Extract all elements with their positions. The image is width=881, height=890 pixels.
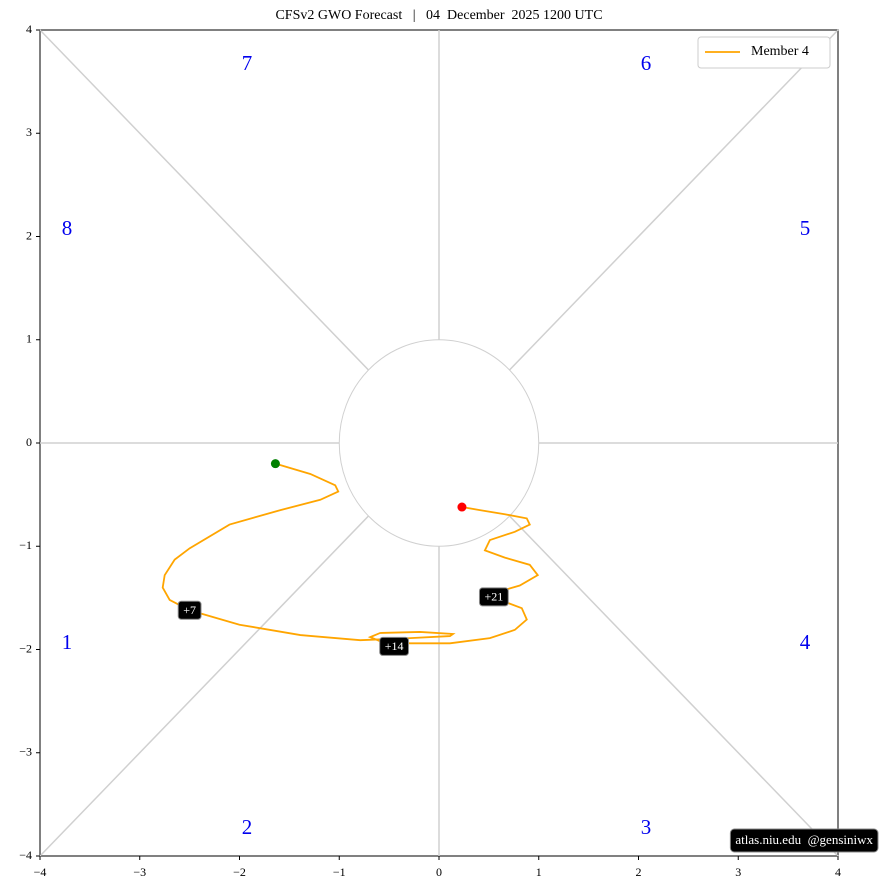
y-tick-label: −4 (19, 848, 32, 862)
phase-label: 3 (641, 815, 652, 839)
phase-label: 2 (242, 815, 253, 839)
phase-label: 5 (800, 216, 811, 240)
phase-label: 6 (641, 51, 652, 75)
x-tick-label: 3 (735, 865, 741, 879)
annotation-box (379, 636, 410, 656)
x-tick-label: 0 (436, 865, 442, 879)
unit-circle (338, 339, 540, 547)
y-tick-label: −1 (19, 538, 32, 552)
x-tick-label: −4 (34, 865, 47, 879)
y-tick-label: 2 (26, 228, 32, 242)
annotation-box (177, 600, 202, 620)
y-tick-label: 4 (26, 22, 32, 36)
phase-label: 1 (62, 630, 73, 654)
y-tick-label: 1 (26, 332, 32, 346)
y-tick-label: 3 (26, 125, 32, 139)
y-tick-label: −3 (19, 745, 32, 759)
annotation: +7 (177, 600, 202, 620)
chart-title: CFSv2 GWO Forecast | 04 December 2025 12… (275, 8, 602, 23)
phase-label: 4 (800, 630, 811, 654)
legend-label: Member 4 (751, 44, 809, 59)
annotation-label: +7 (183, 603, 196, 617)
x-tick-label: 4 (835, 865, 841, 879)
annotation: +14 (379, 636, 410, 656)
annotation: +21 (478, 587, 509, 607)
annotation-label: +14 (385, 639, 404, 653)
watermark: atlas.niu.edu @gensiniwx (735, 832, 873, 847)
trajectory (161, 462, 540, 645)
x-tick-label: 2 (636, 865, 642, 879)
y-tick-label: 0 (26, 435, 32, 449)
x-tick-label: −2 (233, 865, 246, 879)
watermark-box (729, 828, 879, 853)
annotation-label: +21 (484, 590, 503, 604)
start-point (270, 459, 280, 469)
y-tick-label: −2 (19, 641, 32, 655)
annotation-box (478, 587, 509, 607)
phase-label: 7 (242, 51, 253, 75)
legend-box (697, 36, 831, 69)
end-point (457, 502, 467, 512)
x-tick-label: −1 (333, 865, 346, 879)
phase-label: 8 (62, 216, 73, 240)
x-tick-label: 1 (536, 865, 542, 879)
x-tick-label: −3 (133, 865, 146, 879)
